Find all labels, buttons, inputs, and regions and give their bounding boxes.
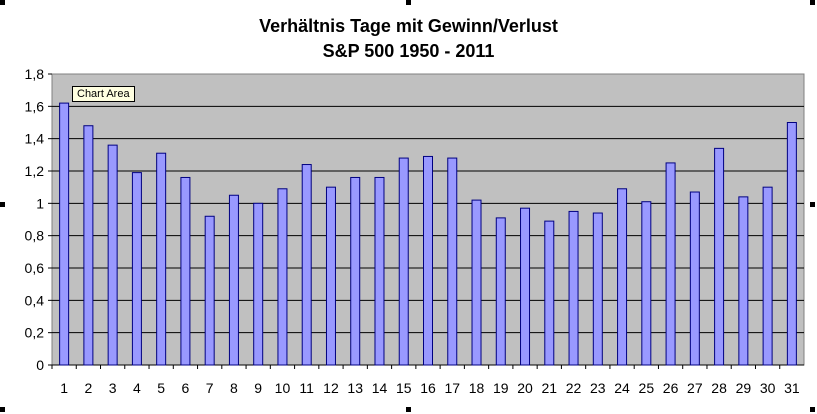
x-tick-label: 26: [663, 380, 679, 396]
y-tick-label: 0,8: [25, 228, 45, 244]
x-tick-label: 1: [60, 380, 68, 396]
selection-handle-bottom-center[interactable]: [406, 407, 411, 412]
bar-7[interactable]: [204, 215, 215, 366]
bar-18[interactable]: [471, 199, 482, 366]
x-tick-label: 18: [469, 380, 485, 396]
x-tick-label: 4: [133, 380, 141, 396]
y-tick-label: 1,4: [25, 131, 45, 147]
x-tick-label: 12: [323, 380, 339, 396]
x-tick-label: 23: [590, 380, 606, 396]
x-tick-label: 21: [542, 380, 558, 396]
bar-13[interactable]: [350, 176, 361, 366]
y-tick-label: 0,2: [25, 325, 45, 341]
x-tick-label: 11: [299, 380, 314, 396]
bar-27[interactable]: [689, 191, 700, 366]
x-tick-label: 14: [372, 380, 388, 396]
bar-1[interactable]: [59, 102, 70, 366]
bar-19[interactable]: [495, 217, 506, 366]
x-tick-label: 5: [157, 380, 165, 396]
x-tick-label: 24: [614, 380, 630, 396]
selection-handle-top-left[interactable]: [0, 0, 5, 5]
x-tick-label: 17: [444, 380, 460, 396]
bar-2[interactable]: [83, 125, 94, 366]
y-tick-label: 0,4: [25, 292, 45, 308]
x-tick-label: 31: [784, 380, 800, 396]
x-tick-label: 7: [206, 380, 214, 396]
bar-4[interactable]: [131, 172, 142, 366]
y-tick-label: 0,6: [25, 260, 45, 276]
x-tick-label: 27: [687, 380, 703, 396]
bar-15[interactable]: [398, 157, 409, 366]
bar-25[interactable]: [641, 201, 652, 366]
selection-handle-middle-left[interactable]: [0, 202, 5, 207]
y-tick-label: 0: [36, 357, 44, 373]
bar-24[interactable]: [617, 188, 628, 366]
selection-handle-bottom-left[interactable]: [0, 407, 5, 412]
selection-handle-middle-right[interactable]: [810, 202, 815, 207]
x-tick-label: 6: [182, 380, 190, 396]
y-tick-label: 1,8: [25, 66, 45, 82]
bar-23[interactable]: [592, 212, 603, 366]
x-tick-label: 8: [230, 380, 238, 396]
x-tick-label: 29: [736, 380, 752, 396]
bar-10[interactable]: [277, 188, 288, 366]
bar-21[interactable]: [544, 220, 555, 366]
bar-20[interactable]: [520, 207, 531, 366]
chart-title: Verhältnis Tage mit Gewinn/Verlust: [259, 16, 558, 36]
bar-17[interactable]: [447, 157, 458, 366]
bar-5[interactable]: [156, 152, 167, 366]
bar-29[interactable]: [738, 196, 749, 366]
x-tick-label: 30: [760, 380, 776, 396]
chart-subtitle: S&P 500 1950 - 2011: [322, 41, 495, 61]
bar-6[interactable]: [180, 176, 191, 366]
selection-handle-top-center[interactable]: [406, 0, 411, 5]
bar-26[interactable]: [665, 162, 676, 366]
x-tick-label: 10: [275, 380, 291, 396]
x-tick-label: 28: [711, 380, 727, 396]
x-tick-label: 25: [639, 380, 655, 396]
bar-12[interactable]: [325, 186, 336, 366]
x-tick-label: 2: [84, 380, 92, 396]
bar-31[interactable]: [786, 122, 797, 366]
x-tick-label: 19: [493, 380, 509, 396]
x-tick-label: 3: [109, 380, 117, 396]
selection-handle-bottom-right[interactable]: [810, 407, 815, 412]
x-tick-label: 15: [396, 380, 412, 396]
bar-9[interactable]: [253, 202, 264, 366]
chart-area-tooltip: Chart Area: [72, 86, 135, 102]
bar-22[interactable]: [568, 210, 579, 366]
y-tick-label: 1,2: [25, 163, 45, 179]
x-tick-label: 20: [517, 380, 533, 396]
bar-8[interactable]: [228, 194, 239, 366]
bar-28[interactable]: [714, 147, 725, 366]
bar-11[interactable]: [301, 164, 312, 366]
selection-handle-top-right[interactable]: [810, 0, 815, 5]
y-tick-label: 1,6: [25, 98, 45, 114]
x-tick-label: 16: [420, 380, 436, 396]
x-tick-label: 9: [254, 380, 262, 396]
x-tick-label: 13: [347, 380, 363, 396]
y-tick-label: 1: [36, 195, 44, 211]
bar-16[interactable]: [423, 155, 433, 366]
bar-30[interactable]: [762, 186, 773, 366]
bar-14[interactable]: [374, 176, 385, 366]
bar-3[interactable]: [107, 144, 118, 366]
x-tick-label: 22: [566, 380, 582, 396]
